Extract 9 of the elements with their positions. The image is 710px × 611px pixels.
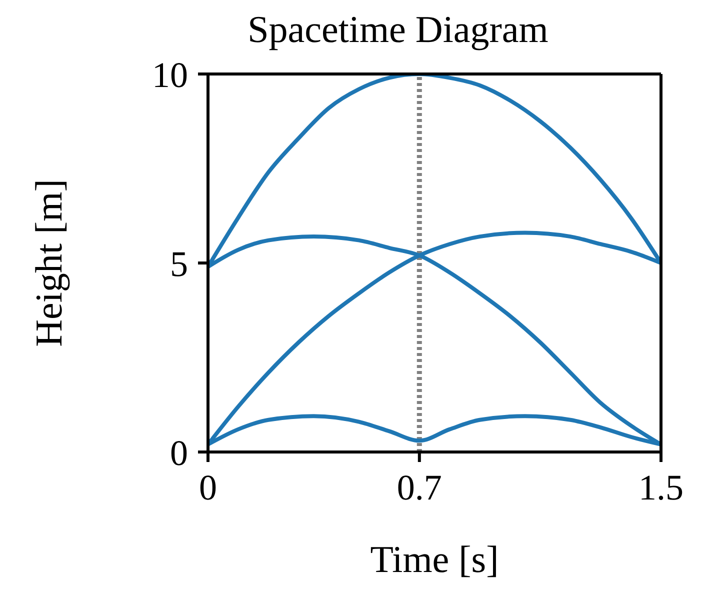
x-tick-label: 1.5 [638,468,684,508]
x-axis-title: Time [s] [370,539,499,581]
y-tick-label: 5 [170,244,188,284]
x-tick-label: 0.7 [396,468,442,508]
x-tick-label: 0 [199,468,217,508]
y-tick-label: 0 [170,432,188,473]
chart-title: Spacetime Diagram [246,8,550,52]
y-axis-title: Height [m] [28,179,70,347]
y-tick-label: 10 [152,54,188,95]
